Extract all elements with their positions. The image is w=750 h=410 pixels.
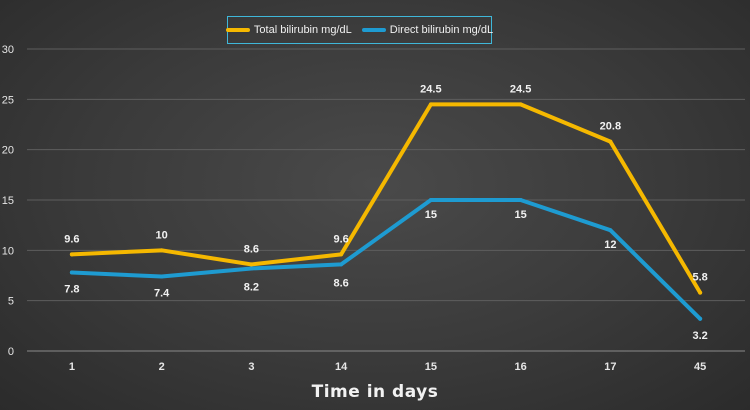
data-point-direct-6 bbox=[608, 228, 613, 233]
data-label-total-0: 9.6 bbox=[64, 233, 79, 245]
y-tick-label-5: 5 bbox=[8, 296, 14, 308]
data-label-direct-2: 8.2 bbox=[244, 281, 259, 293]
data-point-total-5 bbox=[518, 102, 523, 107]
y-tick-label-20: 20 bbox=[2, 145, 14, 157]
data-point-direct-7 bbox=[698, 316, 703, 321]
data-point-total-4 bbox=[428, 102, 433, 107]
x-tick-label-2: 2 bbox=[159, 361, 165, 373]
chart-legend: Total bilirubin mg/dL Direct bilirubin m… bbox=[225, 16, 494, 44]
data-label-total-4: 24.5 bbox=[420, 83, 441, 95]
data-label-direct-5: 15 bbox=[515, 209, 527, 221]
data-point-total-0 bbox=[69, 252, 74, 257]
data-point-total-1 bbox=[159, 248, 164, 253]
data-label-total-1: 10 bbox=[156, 229, 168, 241]
data-label-direct-3: 8.6 bbox=[333, 277, 348, 289]
data-label-direct-4: 15 bbox=[425, 209, 437, 221]
x-tick-label-3: 3 bbox=[248, 361, 254, 373]
x-tick-label-45: 45 bbox=[694, 361, 706, 373]
data-label-direct-6: 12 bbox=[604, 239, 616, 251]
data-point-total-6 bbox=[608, 139, 613, 144]
data-point-direct-0 bbox=[69, 270, 74, 275]
data-label-direct-0: 7.8 bbox=[64, 283, 79, 295]
series-line-direct bbox=[69, 198, 703, 321]
legend-item-total: Total bilirubin mg/dL bbox=[225, 24, 352, 36]
legend-swatch-direct bbox=[361, 28, 386, 32]
data-point-direct-2 bbox=[249, 266, 254, 271]
data-point-total-7 bbox=[698, 290, 703, 295]
data-label-direct-7: 3.2 bbox=[692, 330, 707, 342]
data-label-total-3: 9.6 bbox=[333, 233, 348, 245]
series-line-total bbox=[69, 102, 703, 295]
x-axis-title: Time in days bbox=[311, 382, 439, 402]
legend-item-direct: Direct bilirubin mg/dL bbox=[361, 24, 494, 36]
legend-swatch-total bbox=[225, 28, 250, 32]
data-point-direct-5 bbox=[518, 198, 523, 202]
data-point-direct-3 bbox=[339, 262, 344, 267]
data-label-total-6: 20.8 bbox=[600, 121, 621, 133]
legend-label-direct: Direct bilirubin mg/dL bbox=[389, 24, 494, 36]
y-tick-label-25: 25 bbox=[2, 94, 14, 106]
data-point-total-3 bbox=[339, 252, 344, 257]
y-tick-label-0: 0 bbox=[8, 346, 14, 358]
data-label-total-7: 5.8 bbox=[692, 272, 707, 284]
data-label-direct-1: 7.4 bbox=[154, 288, 170, 300]
x-tick-label-17: 17 bbox=[604, 361, 616, 373]
x-tick-label-16: 16 bbox=[515, 361, 527, 373]
data-label-total-5: 24.5 bbox=[510, 83, 531, 95]
data-point-direct-1 bbox=[159, 274, 164, 279]
data-point-total-2 bbox=[249, 262, 254, 267]
y-tick-label-10: 10 bbox=[2, 245, 14, 257]
y-tick-label-30: 30 bbox=[2, 44, 14, 56]
data-label-total-2: 8.6 bbox=[244, 243, 259, 255]
data-point-direct-4 bbox=[428, 198, 433, 202]
y-tick-label-15: 15 bbox=[2, 195, 14, 207]
x-tick-label-15: 15 bbox=[425, 361, 437, 373]
x-tick-label-14: 14 bbox=[335, 361, 348, 373]
x-tick-label-1: 1 bbox=[69, 361, 75, 373]
legend-label-total: Total bilirubin mg/dL bbox=[253, 24, 352, 36]
